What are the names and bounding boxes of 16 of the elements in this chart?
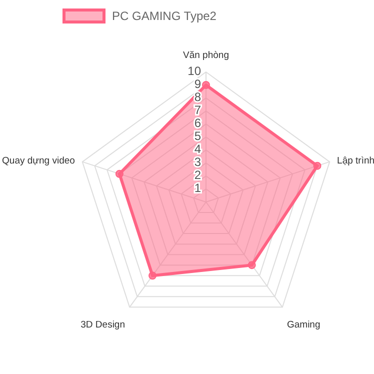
legend-label: PC GAMING Type2 [112,9,217,23]
y-tick-label: 9 [194,77,202,92]
y-tick-label: 10 [188,64,202,78]
spoke-label: Gaming [286,319,320,330]
y-tick-label: 2 [194,168,202,182]
y-tick-label: 8 [194,90,202,104]
spoke-label: Quay dựng video [2,155,75,166]
spoke-label: Lập trình [337,155,374,166]
spoke-label: 3D Design [80,319,126,330]
y-tick-label: 4 [194,142,202,156]
y-tick-label: 7 [194,103,202,118]
spoke-label: Văn phòng [183,50,229,62]
y-tick-label: 6 [194,116,202,130]
y-tick-label: 5 [194,129,202,144]
y-tick-label: 3 [194,155,202,170]
y-tick-label: 1 [194,181,202,196]
